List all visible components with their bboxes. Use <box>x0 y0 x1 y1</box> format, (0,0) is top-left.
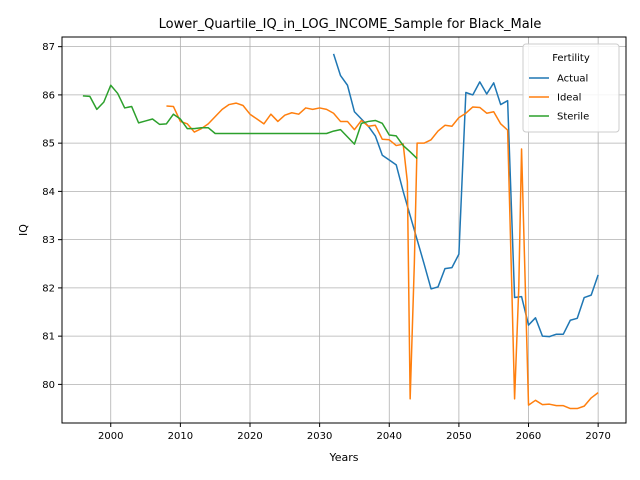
y-axis-label: IQ <box>17 224 30 236</box>
x-tick-label: 2020 <box>237 431 262 442</box>
legend-title: Fertility <box>552 53 590 64</box>
y-tick-label: 82 <box>42 283 55 294</box>
x-axis-label: Years <box>328 451 358 464</box>
y-tick-label: 86 <box>42 90 55 101</box>
x-tick-label: 2070 <box>585 431 610 442</box>
y-tick-label: 81 <box>42 332 55 343</box>
y-tick-label: 84 <box>42 187 55 198</box>
x-tick-label: 2000 <box>98 431 123 442</box>
x-tick-label: 2060 <box>516 431 541 442</box>
legend: Fertility Actual Ideal Sterile <box>523 44 619 132</box>
y-tick-label: 83 <box>42 235 55 246</box>
x-tick-label: 2040 <box>377 431 402 442</box>
x-tick-label: 2030 <box>307 431 332 442</box>
chart-title: Lower_Quartile_IQ_in_LOG_INCOME_Sample f… <box>159 17 542 32</box>
y-tick-label: 87 <box>42 42 55 53</box>
legend-label-actual: Actual <box>557 74 588 85</box>
legend-label-sterile: Sterile <box>557 112 589 123</box>
legend-label-ideal: Ideal <box>557 93 581 104</box>
y-tick-label: 85 <box>42 139 55 150</box>
x-tick-label: 2050 <box>446 431 471 442</box>
y-tick-label: 80 <box>42 380 55 391</box>
x-tick-label: 2010 <box>168 431 193 442</box>
